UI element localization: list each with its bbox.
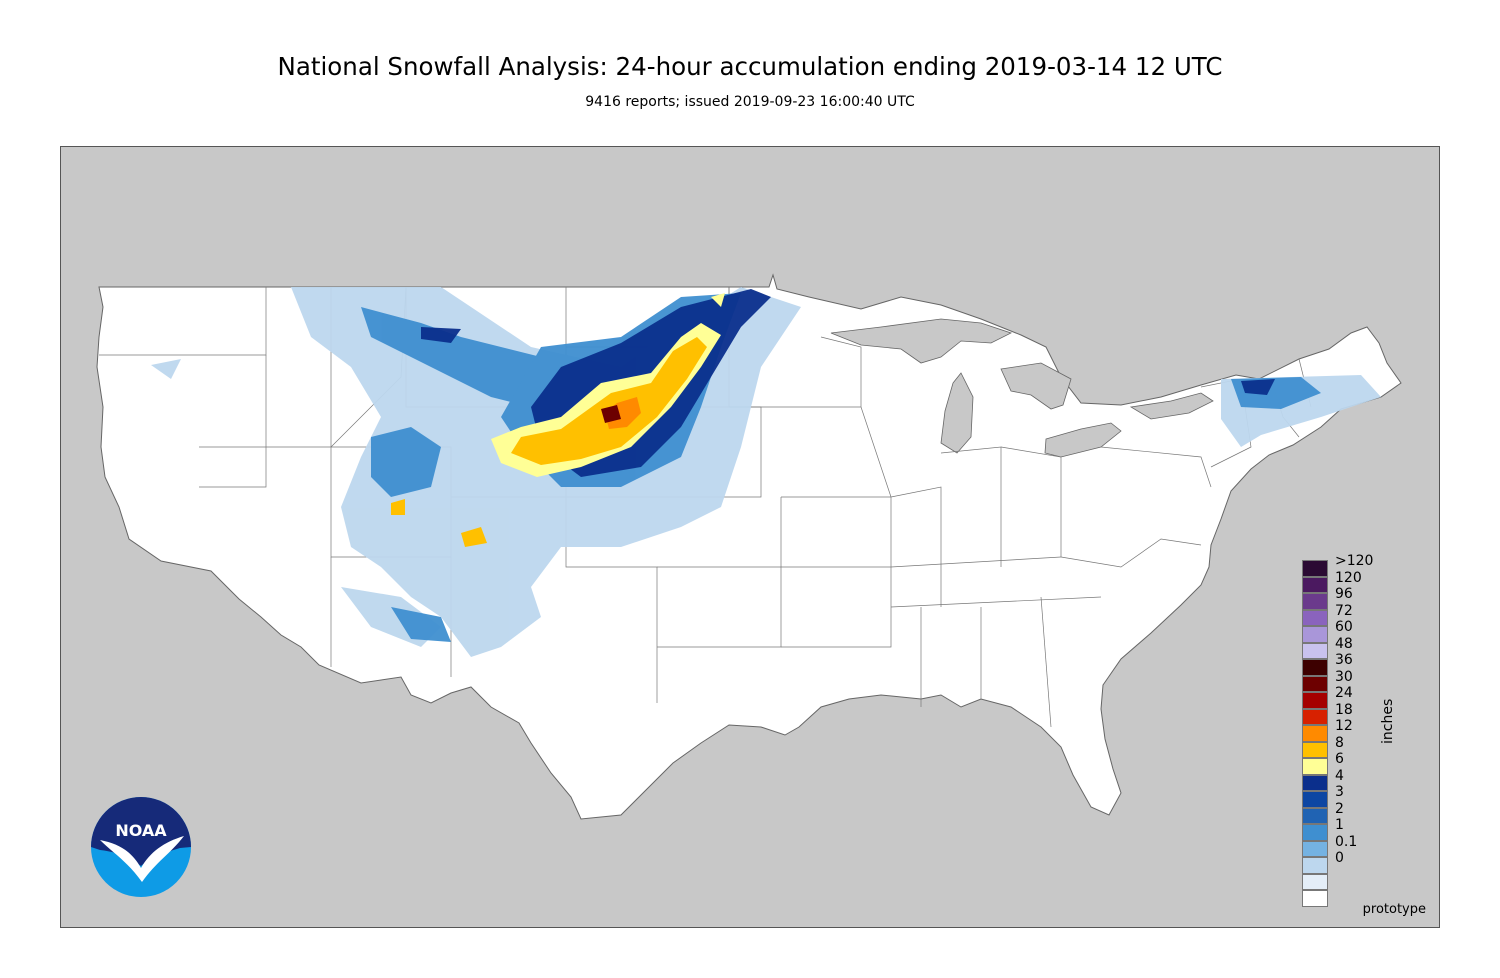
legend-label: 30 [1335, 668, 1353, 685]
legend-label: 24 [1335, 685, 1353, 701]
legend-label: >120 [1335, 553, 1374, 569]
legend-swatch [1302, 576, 1328, 593]
map-title: National Snowfall Analysis: 24-hour accu… [277, 52, 1223, 81]
legend-swatch [1302, 873, 1328, 890]
legend-swatch [1302, 692, 1328, 709]
legend-swatch [1302, 560, 1328, 577]
legend-swatch [1302, 890, 1328, 907]
snowfall-map [60, 146, 1440, 928]
legend-label: 96 [1335, 586, 1353, 602]
great-lakes [830, 318, 1214, 458]
legend-label: 6 [1335, 751, 1344, 767]
legend-label: 60 [1335, 619, 1353, 635]
legend-label: 0 [1335, 850, 1344, 866]
legend-swatch [1302, 741, 1328, 758]
legend-units-label: inches [1380, 698, 1396, 744]
legend-swatch [1302, 774, 1328, 791]
snowfall-very-heavy [391, 293, 725, 547]
legend-swatch [1302, 626, 1328, 643]
legend-label: 120 [1335, 569, 1362, 586]
legend-label: 18 [1335, 701, 1353, 718]
legend-label: 0.1 [1335, 833, 1358, 850]
legend-swatch [1302, 659, 1328, 676]
legend-swatch [1302, 609, 1328, 626]
legend-swatch [1302, 840, 1328, 857]
legend-swatch [1302, 593, 1328, 610]
legend-label: 4 [1335, 767, 1344, 784]
legend-label: 2 [1335, 800, 1344, 817]
legend-label: 1 [1335, 817, 1344, 833]
legend-swatch [1302, 675, 1328, 692]
legend-swatch [1302, 791, 1328, 808]
legend-swatch [1302, 857, 1328, 874]
legend-label: 48 [1335, 635, 1353, 652]
legend-swatch [1302, 725, 1328, 742]
legend-swatch [1302, 758, 1328, 775]
legend-swatch [1302, 708, 1328, 725]
map-subtitle: 9416 reports; issued 2019-09-23 16:00:40… [585, 94, 915, 110]
legend-swatch [1302, 807, 1328, 824]
noaa-logo-icon: NOAA [90, 796, 192, 898]
legend-label: 12 [1335, 718, 1353, 734]
legend-swatch [1302, 642, 1328, 659]
legend-label: 72 [1335, 602, 1353, 619]
prototype-badge: prototype [1362, 902, 1426, 917]
legend-label: 36 [1335, 652, 1353, 668]
noaa-logo-text: NOAA [115, 821, 167, 840]
legend-swatch [1302, 824, 1328, 841]
legend-label: 8 [1335, 734, 1344, 751]
map-canvas [96, 273, 1402, 820]
legend-label: 3 [1335, 784, 1344, 800]
